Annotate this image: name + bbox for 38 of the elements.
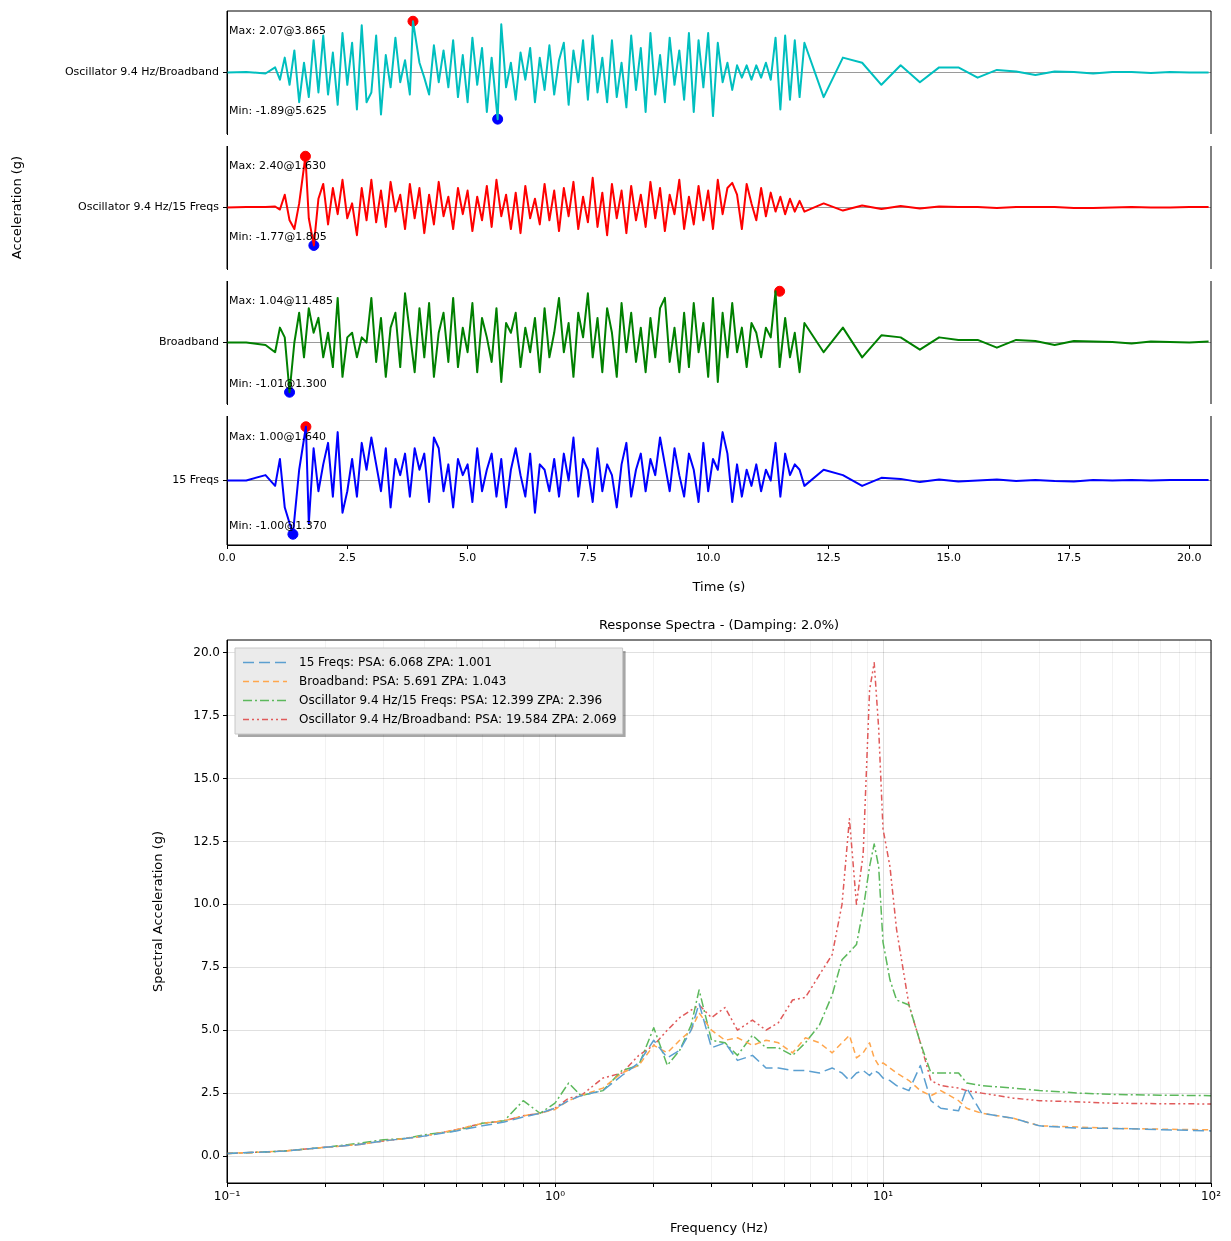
y-tick-label: 7.5 — [200, 959, 220, 974]
y-axis-title: Spectral Acceleration (g) — [150, 830, 166, 993]
x-tick-label: 12.5 — [816, 551, 841, 565]
legend-label: Oscillator 9.4 Hz/15 Freqs: PSA: 12.399 ZPA: 2.396 — [299, 692, 603, 707]
x-tick-label: 20.0 — [1177, 551, 1202, 565]
y-tick-label: 10.0 — [193, 896, 220, 911]
legend-label: Broadband: PSA: 5.691 ZPA: 1.043 — [299, 673, 507, 688]
x-tick-label: 10.0 — [695, 551, 721, 565]
x-tick-label: 7.5 — [579, 551, 597, 565]
x-axis-title: Time (s) — [691, 578, 746, 594]
x-tick-label: 10² — [1200, 1189, 1222, 1204]
x-tick-label: 2.5 — [338, 551, 357, 565]
series-label: Broadband — [159, 335, 219, 349]
x-tick-label: 17.5 — [1056, 551, 1082, 565]
x-tick-label: 15.0 — [936, 551, 962, 565]
y-tick-label: 15.0 — [193, 770, 220, 785]
legend-label: 15 Freqs: PSA: 6.068 ZPA: 1.001 — [299, 654, 492, 669]
series-label: Oscillator 9.4 Hz/Broadband — [64, 65, 219, 79]
legend-label: Oscillator 9.4 Hz/Broadband: PSA: 19.584 ZPA: 2.069 — [299, 711, 617, 726]
series-label: Oscillator 9.4 Hz/15 Freqs — [78, 200, 220, 214]
x-tick-label: 5.0 — [458, 551, 477, 565]
x-tick-label: 10⁰ — [544, 1189, 566, 1204]
annotation: Min: -1.89@5.625 — [229, 104, 327, 117]
y-axis-title: Acceleration (g) — [9, 155, 25, 260]
series-label: 15 Freqs — [172, 473, 220, 487]
x-tick-label: 0.0 — [218, 551, 236, 565]
x-axis-title: Frequency (Hz) — [669, 1219, 769, 1235]
annotation: Max: 2.07@3.865 — [229, 24, 326, 38]
y-tick-label: 0.0 — [200, 1148, 220, 1163]
y-tick-label: 20.0 — [193, 644, 220, 659]
y-tick-label: 2.5 — [200, 1085, 220, 1100]
chart-title: Response Spectra - (Damping: 2.0%) — [598, 616, 840, 632]
y-tick-label: 5.0 — [200, 1022, 220, 1037]
y-tick-label: 17.5 — [193, 707, 220, 722]
annotation: Max: 1.04@11.485 — [229, 294, 333, 308]
y-tick-label: 12.5 — [193, 833, 220, 848]
x-tick-label: 10⁻¹ — [213, 1189, 241, 1204]
x-tick-label: 10¹ — [872, 1189, 894, 1204]
